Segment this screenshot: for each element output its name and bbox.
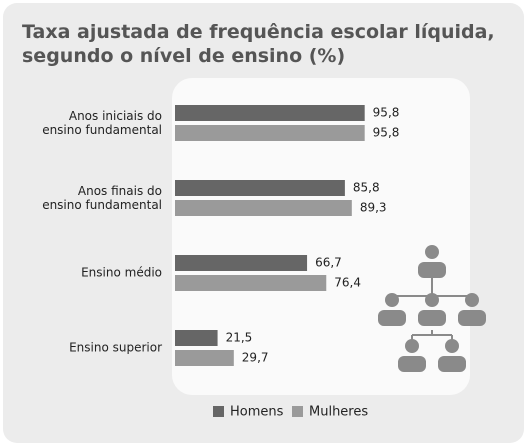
legend-label: Homens bbox=[230, 405, 284, 420]
value-label: 89,3 bbox=[360, 201, 387, 215]
category-label: Anos iniciais do ensino fundamental bbox=[42, 109, 162, 137]
value-label: 66,7 bbox=[315, 256, 342, 270]
category-label: Anos finais do ensino fundamental bbox=[42, 184, 162, 212]
people-icon-figures bbox=[378, 245, 486, 372]
legend-swatch bbox=[292, 406, 303, 417]
bar bbox=[175, 350, 234, 366]
bar bbox=[175, 125, 365, 141]
bar bbox=[175, 255, 308, 271]
category-label: Ensino médio bbox=[81, 266, 162, 280]
legend-label: Mulheres bbox=[309, 405, 368, 420]
bar bbox=[175, 200, 352, 216]
legend-swatch bbox=[213, 406, 224, 417]
value-label: 29,7 bbox=[242, 351, 269, 365]
value-label: 85,8 bbox=[353, 181, 380, 195]
bar bbox=[175, 275, 327, 291]
value-label: 95,8 bbox=[373, 126, 400, 140]
bar bbox=[175, 330, 218, 346]
bar bbox=[175, 105, 365, 121]
value-label: 21,5 bbox=[226, 331, 253, 345]
chart-title: Taxa ajustada de frequência escolar líqu… bbox=[22, 21, 495, 67]
value-label: 76,4 bbox=[334, 276, 361, 290]
value-label: 95,8 bbox=[373, 106, 400, 120]
category-label: Ensino superior bbox=[69, 341, 162, 355]
bar bbox=[175, 180, 345, 196]
